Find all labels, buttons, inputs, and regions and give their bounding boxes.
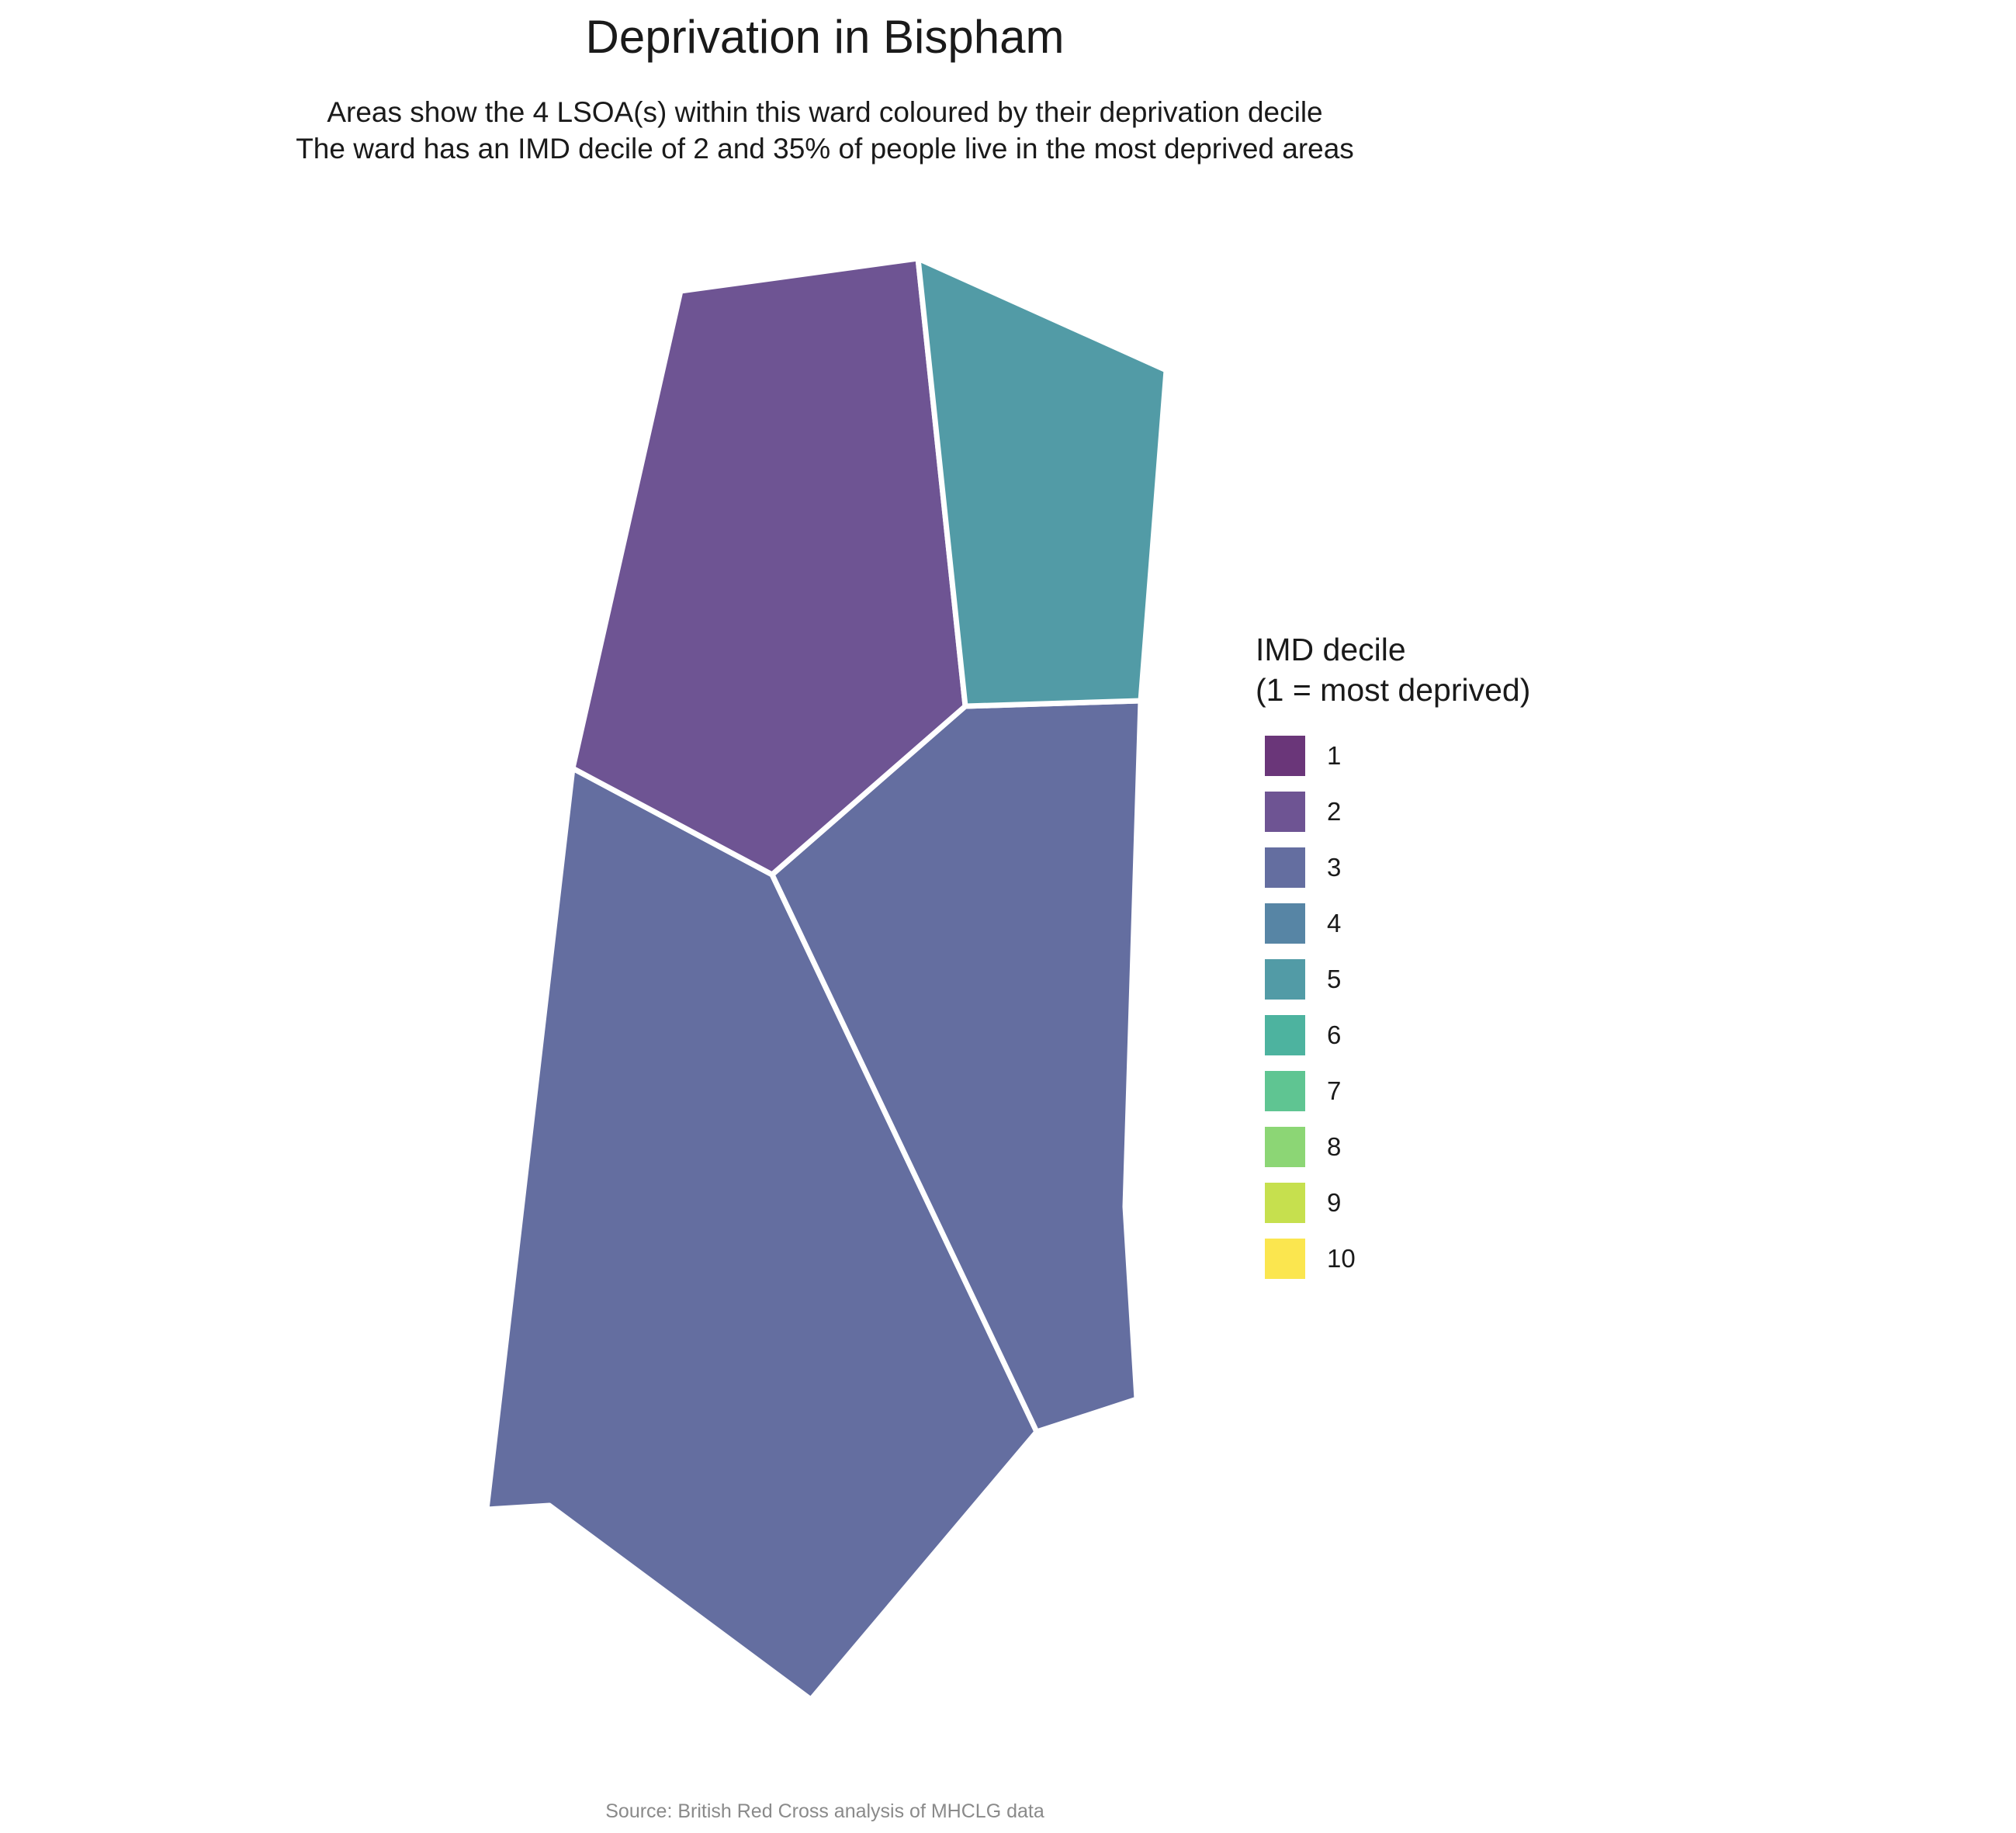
legend-label-10: 10	[1327, 1244, 1356, 1273]
legend-key-6	[1265, 1015, 1305, 1055]
legend-label-1: 1	[1327, 741, 1342, 770]
legend-label-5: 5	[1327, 965, 1342, 993]
legend-label-2: 2	[1327, 797, 1342, 826]
lsoa-area-north-east	[915, 255, 1169, 709]
legend-label-8: 8	[1327, 1132, 1342, 1161]
legend-key-10	[1265, 1239, 1305, 1279]
legend-key-9	[1265, 1183, 1305, 1223]
legend-label-9: 9	[1327, 1188, 1342, 1217]
lsoa-area-north-west	[570, 255, 968, 878]
legend-key-1	[1265, 736, 1305, 776]
legend-label-3: 3	[1327, 853, 1342, 882]
legend-title-line-1: IMD decile	[1256, 632, 1406, 667]
legend-label-7: 7	[1327, 1076, 1342, 1105]
legend-label-4: 4	[1327, 909, 1342, 937]
legend-label-6: 6	[1327, 1020, 1342, 1049]
map-subtitle-line-1: Areas show the 4 LSOA(s) within this war…	[327, 96, 1323, 128]
source-caption: Source: British Red Cross analysis of MH…	[605, 1800, 1044, 1822]
legend-key-7	[1265, 1071, 1305, 1111]
legend-key-2	[1265, 792, 1305, 832]
legend-key-8	[1265, 1127, 1305, 1167]
legend-key-4	[1265, 903, 1305, 944]
legend-key-3	[1265, 847, 1305, 888]
map-subtitle-line-2: The ward has an IMD decile of 2 and 35% …	[296, 133, 1354, 165]
legend-key-5	[1265, 959, 1305, 1000]
map-title: Deprivation in Bispham	[585, 11, 1065, 63]
legend-title-line-2: (1 = most deprived)	[1256, 672, 1531, 708]
